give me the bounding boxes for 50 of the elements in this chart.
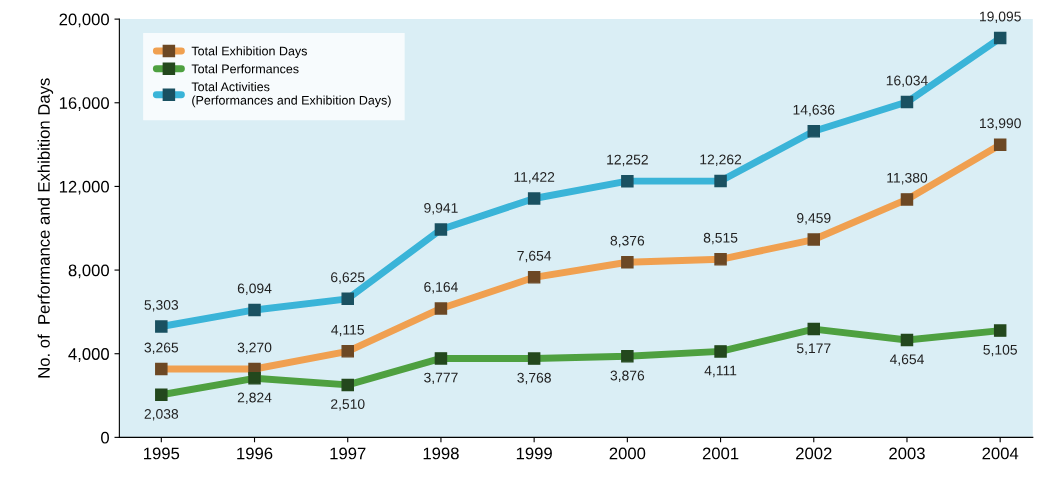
data-label: 3,768: [517, 372, 551, 385]
data-label: 12,252: [607, 154, 648, 167]
data-label: 2,824: [237, 392, 272, 405]
x-tick-label: 2000: [609, 447, 646, 460]
data-label: 6,625: [331, 272, 365, 284]
data-label: 2,038: [144, 409, 179, 421]
x-tick-label: 2001: [702, 447, 739, 460]
data-label: 12,262: [700, 154, 742, 166]
x-tick-label: 1997: [330, 447, 366, 460]
data-label: 5,177: [796, 343, 831, 355]
data-label: 13,990: [980, 118, 1021, 130]
data-label: 16,034: [886, 75, 928, 88]
y-tick-label: 4,000: [68, 348, 109, 362]
x-tick-label: 2003: [889, 447, 925, 460]
data-label: 14,636: [793, 104, 835, 117]
data-label: 3,876: [610, 370, 645, 383]
data-label: 3,265: [144, 342, 179, 355]
data-label: 4,115: [331, 324, 365, 337]
x-tick-label: 2002: [796, 447, 832, 460]
data-label: 3,270: [237, 342, 272, 354]
y-tick-label: 0: [101, 431, 109, 444]
data-label: 4,111: [704, 365, 737, 378]
legend-label: Total Exhibition Days: [191, 46, 307, 58]
data-label: 19,095: [980, 11, 1021, 24]
data-label: 5,303: [144, 300, 179, 312]
data-label: 11,380: [887, 172, 928, 185]
data-label: 8,515: [703, 232, 738, 245]
data-label: 9,459: [797, 213, 831, 225]
data-label: 2,510: [331, 399, 365, 411]
data-label: 7,654: [517, 250, 552, 263]
x-tick-label: 1999: [516, 447, 552, 460]
x-tick-label: 1998: [423, 447, 459, 460]
y-tick-label: 16,000: [59, 97, 109, 111]
data-label: 9,941: [424, 203, 458, 215]
y-axis-title: No. of Performance and Exhibition Days: [37, 78, 54, 378]
data-label: 5,105: [983, 344, 1017, 357]
data-label: 8,376: [610, 235, 645, 248]
x-tick-label: 1996: [237, 447, 273, 460]
x-tick-label: 1995: [144, 447, 180, 460]
y-tick-label: 8,000: [68, 264, 109, 279]
y-tick-label: 12,000: [59, 180, 109, 195]
data-label: 6,094: [237, 283, 272, 295]
data-label: 6,164: [424, 282, 458, 294]
legend-label: Total Performances: [191, 64, 299, 74]
data-label: 3,777: [424, 372, 458, 385]
y-tick-label: 20,000: [59, 13, 109, 28]
x-tick-label: 2004: [982, 447, 1019, 460]
data-label: 11,422: [514, 172, 555, 184]
data-label: 4,654: [889, 354, 924, 366]
legend-label: Total Activities (Performances and Exhibition Days): [191, 82, 391, 108]
